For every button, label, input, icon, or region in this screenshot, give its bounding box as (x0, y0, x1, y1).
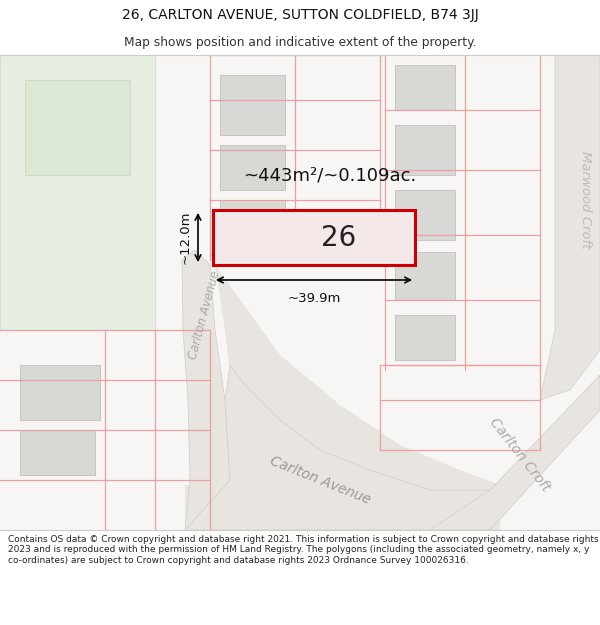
Text: ~443m²/~0.109ac.: ~443m²/~0.109ac. (244, 166, 416, 184)
Bar (220, 75, 285, 135)
Text: Carlton Croft: Carlton Croft (487, 416, 553, 494)
Text: 26: 26 (322, 224, 356, 251)
Bar (395, 315, 455, 360)
Text: 26, CARLTON AVENUE, SUTTON COLDFIELD, B74 3JJ: 26, CARLTON AVENUE, SUTTON COLDFIELD, B7… (122, 8, 478, 22)
Text: Marwood Croft: Marwood Croft (578, 151, 592, 249)
Text: Carlton Avenue: Carlton Avenue (268, 453, 373, 507)
Bar (185, 485, 500, 530)
Polygon shape (185, 365, 490, 530)
Text: ~39.9m: ~39.9m (287, 292, 341, 305)
Polygon shape (0, 55, 155, 330)
Bar (20, 365, 100, 420)
Polygon shape (210, 265, 500, 530)
Bar (395, 65, 455, 110)
Bar (395, 252, 455, 300)
Polygon shape (540, 55, 600, 400)
Bar (395, 125, 455, 175)
Text: Contains OS data © Crown copyright and database right 2021. This information is : Contains OS data © Crown copyright and d… (8, 535, 598, 564)
Text: ~12.0m: ~12.0m (179, 211, 192, 264)
Polygon shape (430, 375, 600, 530)
Bar (20, 430, 95, 475)
Bar (213, 210, 415, 265)
Bar (220, 200, 285, 245)
Bar (25, 80, 130, 175)
Text: Carlton Avenue: Carlton Avenue (186, 269, 222, 361)
Bar (220, 145, 285, 190)
Polygon shape (182, 250, 230, 530)
Bar (395, 190, 455, 240)
Bar (225, 216, 310, 258)
Text: Map shows position and indicative extent of the property.: Map shows position and indicative extent… (124, 36, 476, 49)
